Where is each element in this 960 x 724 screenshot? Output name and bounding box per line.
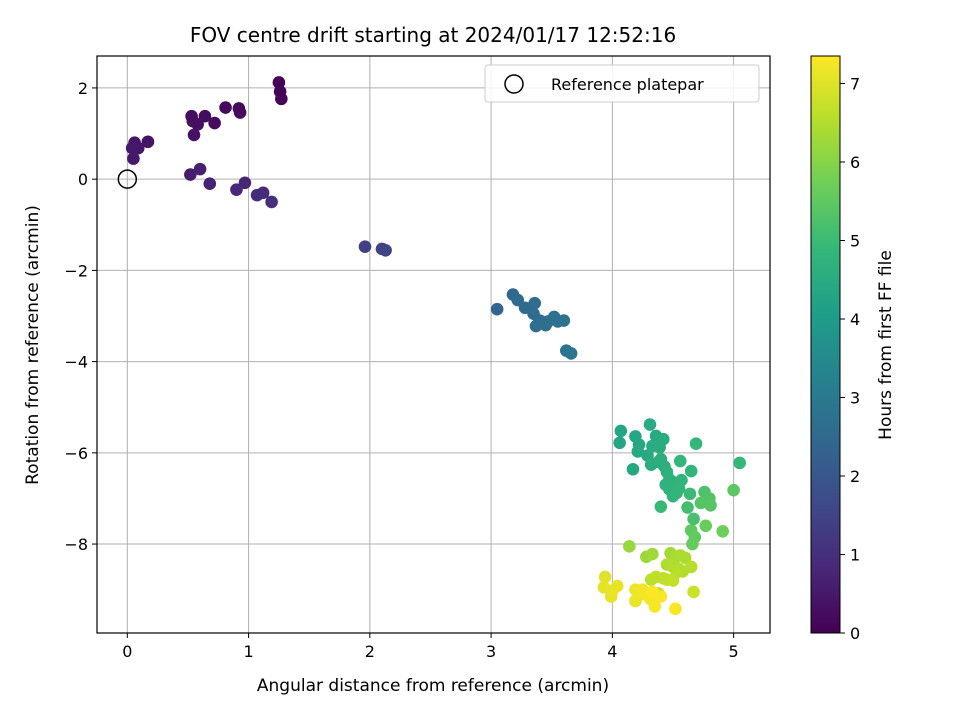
legend-marker-icon [504,74,524,94]
colorbar-label: Hours from first FF file [876,250,896,440]
data-point [684,560,698,574]
data-point [379,244,392,257]
data-point [699,519,713,533]
data-point [687,512,700,526]
data-point [684,464,698,478]
legend: Reference platepar [484,64,760,103]
data-point [265,195,278,209]
data-point [358,240,372,253]
data-point [666,574,680,587]
plot-frame [96,55,771,634]
data-point [191,118,204,131]
data-point [643,418,657,431]
x-tick-label: 2 [365,642,375,661]
data-point [598,570,612,584]
data-point [233,106,247,119]
data-point [275,92,288,106]
data-point [623,540,636,553]
y-tick-label: 2 [78,79,88,98]
data-point [219,101,232,114]
colorbar-tick-label: 0 [850,624,860,643]
data-point [727,483,740,497]
colorbar-tick-label: 4 [850,310,860,329]
colorbar-tick-label: 3 [850,388,860,407]
data-point [678,551,692,565]
legend-box [484,64,760,103]
data-point [606,584,619,597]
data-point [654,500,668,513]
data-point [141,135,155,149]
chart-title: FOV centre drift starting at 2024/01/17 … [190,23,676,47]
data-point [646,547,659,561]
data-point [203,177,217,191]
x-tick-label: 5 [729,642,739,661]
x-tick-label: 3 [486,642,496,661]
data-point [716,524,730,538]
data-point [687,585,700,599]
colorbar: 0 1 2 3 4 5 6 7 Hours from first FF file [810,55,896,643]
data-point [626,462,640,476]
y-tick-label: 0 [78,170,88,189]
x-tick-label: 1 [243,642,253,661]
data-point [631,445,645,458]
data-point [230,183,243,196]
y-tick-label: −6 [64,444,88,463]
data-points [125,76,746,616]
data-point [187,128,201,142]
data-point [198,109,212,123]
data-point [557,314,571,327]
data-point [614,424,628,438]
data-point [646,585,659,599]
grid [97,56,770,633]
data-point [193,162,207,176]
data-point [704,498,717,512]
y-axis-ticks: 2 0 −2 −4 −6 −8 [64,79,97,554]
x-axis-ticks: 0 1 2 3 4 5 [122,633,739,661]
colorbar-tick-label: 6 [850,153,860,172]
data-point [125,141,139,155]
colorbar-gradient [810,55,841,634]
x-tick-label: 0 [122,642,132,661]
data-point [683,487,697,501]
data-point [675,473,688,487]
data-point [733,456,746,470]
x-tick-label: 4 [607,642,617,661]
data-point [653,441,666,454]
data-point [686,537,699,551]
data-point [184,168,197,181]
data-point [564,347,578,360]
y-tick-label: −4 [64,353,88,372]
x-axis-label: Angular distance from reference (arcmin) [257,676,609,696]
colorbar-ticks: 0 1 2 3 4 5 6 7 [840,74,860,643]
data-point [250,188,264,202]
data-point [238,176,252,190]
y-tick-label: −8 [64,535,88,554]
data-point [681,501,694,514]
data-point [669,602,682,616]
data-point [694,496,708,510]
data-point [490,302,504,316]
data-point [648,600,662,613]
data-point [673,454,687,468]
data-point [208,116,221,130]
colorbar-tick-label: 5 [850,231,860,250]
data-point [127,152,140,165]
data-point [670,486,683,500]
data-point [613,436,626,450]
reference-platepar-marker [117,169,138,189]
legend-entry-reference-platepar: Reference platepar [551,75,704,94]
data-point [528,296,542,310]
data-point [689,437,703,451]
data-point [529,319,543,333]
colorbar-tick-label: 7 [850,74,860,93]
colorbar-tick-label: 1 [850,545,860,564]
colorbar-tick-label: 2 [850,467,860,486]
y-tick-label: −2 [64,261,88,280]
y-axis-label: Rotation from reference (arcmin) [23,205,43,485]
